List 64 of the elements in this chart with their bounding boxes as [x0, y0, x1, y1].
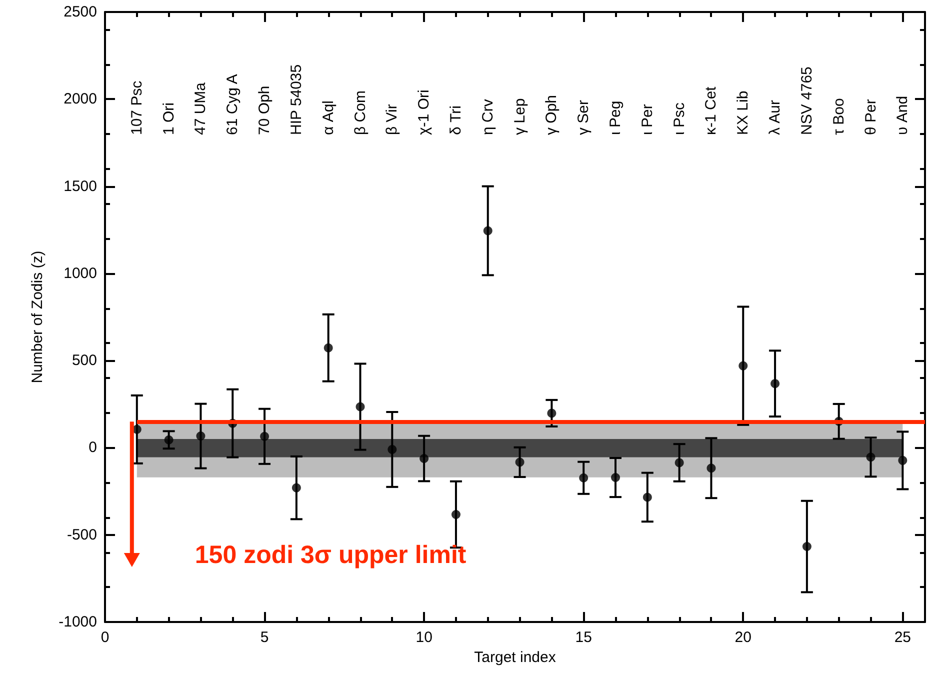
- point: [642, 492, 652, 502]
- annotation: β Com: [352, 90, 369, 135]
- annotation: 107 Psc: [128, 80, 146, 135]
- x-axis-title: Target index: [474, 648, 556, 666]
- annotation: β Vir: [384, 104, 401, 135]
- annotation: HIP 54035: [288, 64, 305, 135]
- y-tick-label: -500: [66, 526, 97, 544]
- point: [738, 361, 748, 370]
- point: [324, 343, 333, 352]
- point: [420, 454, 429, 464]
- point: [611, 473, 620, 482]
- y-tick-label: 0: [88, 439, 97, 456]
- y-tick-label: 1500: [64, 178, 97, 195]
- point: [802, 542, 812, 552]
- y-tick-label: 500: [72, 352, 97, 370]
- annotation: 70 Oph: [256, 86, 274, 135]
- point: [451, 510, 460, 519]
- annotation: ι Peg: [607, 100, 624, 135]
- point: [579, 473, 588, 482]
- point: [196, 432, 206, 441]
- x-tick-label: 20: [734, 629, 752, 646]
- x-tick-label: 10: [416, 629, 432, 646]
- annotation: γ Ser: [575, 100, 592, 135]
- annotation: KX Lib: [734, 90, 752, 135]
- annotation: τ Boo: [830, 98, 848, 135]
- annotation: 47 UMa: [192, 82, 210, 135]
- point: [260, 432, 270, 441]
- point: [674, 458, 684, 468]
- point: [515, 458, 524, 467]
- y-tick-label: -1000: [58, 614, 97, 630]
- annotation: 1 Ori: [160, 102, 178, 135]
- point: [866, 452, 876, 462]
- annotation: η Crv: [479, 98, 496, 135]
- point: [164, 435, 174, 444]
- annotation: γ Lep: [511, 98, 528, 135]
- point: [706, 464, 716, 473]
- annotation: λ Aur: [766, 100, 784, 135]
- y-axis-title: Number of Zodis (z): [29, 250, 46, 384]
- point: [483, 226, 492, 236]
- x-tick-label: 0: [100, 629, 110, 646]
- point: [292, 483, 301, 492]
- annotation: 150 zodi 3σ upper limit: [194, 541, 467, 569]
- point: [898, 456, 908, 465]
- annotation: θ Per: [862, 99, 880, 135]
- y-tick-label: 2500: [64, 4, 97, 20]
- annotation: ι Psc: [670, 102, 688, 135]
- point: [388, 444, 397, 454]
- point: [770, 379, 780, 388]
- annotation: ι Per: [638, 104, 656, 135]
- annotation: κ-1 Cet: [702, 86, 720, 135]
- point: [547, 408, 556, 418]
- annotation: δ Tri: [447, 106, 464, 135]
- annotation: α Aql: [320, 100, 337, 135]
- point: [356, 402, 365, 412]
- y-tick-label: 2000: [64, 90, 97, 108]
- x-tick-label: 5: [260, 629, 269, 646]
- annotation: γ Oph: [543, 94, 560, 135]
- annotation: 61 Cyg A: [224, 74, 242, 135]
- x-tick-label: 15: [575, 629, 592, 646]
- y-tick-label: 1000: [64, 264, 97, 282]
- annotation: υ And: [894, 96, 912, 135]
- annotation: NSV 4765: [798, 66, 816, 135]
- annotation: χ-1 Ori: [416, 90, 433, 135]
- x-tick-label: 25: [894, 629, 912, 646]
